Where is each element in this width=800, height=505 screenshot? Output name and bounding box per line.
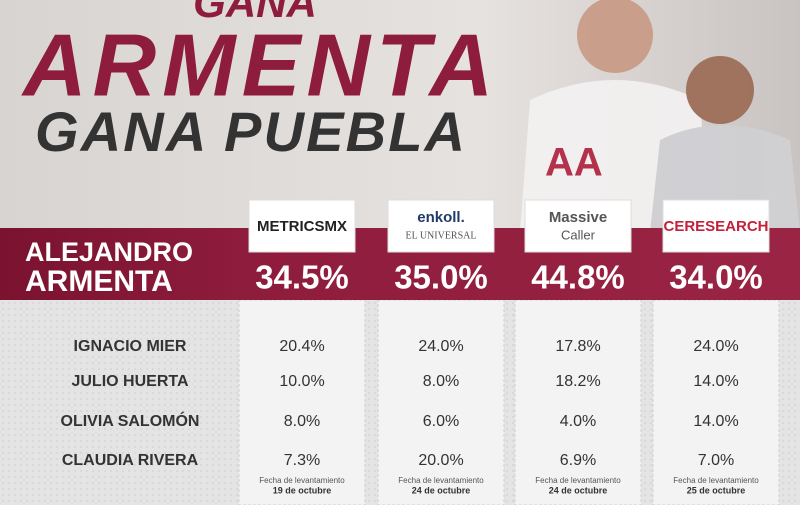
lead-last-name: ARMENTA <box>25 265 173 298</box>
pollster-name: enkoll. <box>417 209 465 226</box>
pollster-logo <box>524 199 632 253</box>
percentage: 7.0% <box>698 452 734 469</box>
pollster-name: METRICSMX <box>257 218 347 235</box>
percentage: 4.0% <box>560 413 596 430</box>
date-value: 25 de octubre <box>687 485 746 495</box>
lead-value: 44.8% <box>531 259 625 296</box>
date-label: Fecha de levantamiento <box>398 476 484 485</box>
pollster-name: Massive <box>549 209 607 226</box>
pollster-logo <box>248 199 356 253</box>
percentage: 6.9% <box>560 452 596 469</box>
date-value: 24 de octubre <box>412 485 471 495</box>
date-label: Fecha de levantamiento <box>673 476 759 485</box>
candidate-name: OLIVIA SALOMÓN <box>61 411 200 430</box>
percentage: 17.8% <box>555 338 600 355</box>
lead-value: 34.0% <box>669 259 763 296</box>
date-label: Fecha de levantamiento <box>259 476 345 485</box>
column <box>377 299 505 505</box>
percentage: 24.0% <box>418 338 463 355</box>
percentage: 14.0% <box>693 373 738 390</box>
column <box>514 299 642 505</box>
pollster-logo <box>387 199 495 253</box>
pollster-logo <box>662 199 770 253</box>
percentage: 14.0% <box>693 413 738 430</box>
percentage: 18.2% <box>555 373 600 390</box>
percentage: 10.0% <box>279 373 324 390</box>
column <box>238 299 366 505</box>
percentage: 20.0% <box>418 452 463 469</box>
percentage: 6.0% <box>423 413 459 430</box>
percentage: 20.4% <box>279 338 324 355</box>
candidate-name: JULIO HUERTA <box>71 373 188 390</box>
pollster-subtitle: Caller <box>561 227 596 242</box>
title-line: GANA <box>193 0 317 26</box>
percentage: 7.3% <box>284 452 320 469</box>
lead-first-name: ALEJANDRO <box>25 237 193 267</box>
candidate-name: IGNACIO MIER <box>74 338 187 355</box>
percentage: 24.0% <box>693 338 738 355</box>
photo-figures: AA <box>520 0 800 232</box>
percentage: 8.0% <box>423 373 459 390</box>
lead-value: 35.0% <box>394 259 488 296</box>
date-value: 24 de octubre <box>549 485 608 495</box>
lead-value: 34.5% <box>255 259 349 296</box>
title-name: ARMENTA <box>21 15 493 114</box>
svg-text:AA: AA <box>545 141 603 185</box>
candidate-name: CLAUDIA RIVERA <box>62 452 199 469</box>
pollster-subtitle: EL UNIVERSAL <box>405 230 476 241</box>
column <box>652 299 780 505</box>
pollster-name: CERESEARCH <box>663 218 768 235</box>
title-slogan: GANA PUEBLA <box>35 100 465 163</box>
date-value: 19 de octubre <box>273 485 332 495</box>
percentage: 8.0% <box>284 413 320 430</box>
date-label: Fecha de levantamiento <box>535 476 621 485</box>
